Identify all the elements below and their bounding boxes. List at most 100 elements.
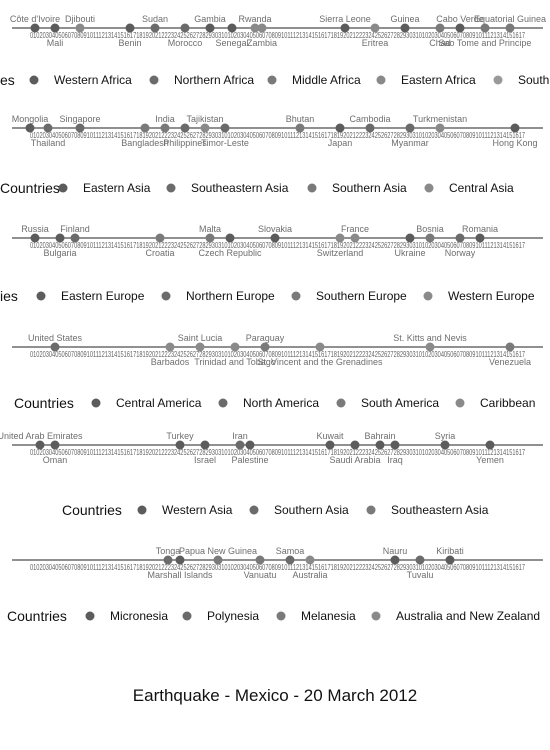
point-united-arab-emirates <box>35 440 45 450</box>
point-iraq <box>390 440 400 450</box>
point-sao-tome-and-principe <box>480 23 490 33</box>
point-label: Tajikistan <box>186 114 223 124</box>
point-label: Oman <box>43 455 68 465</box>
point-papua-new-guinea <box>213 555 223 565</box>
legend-key <box>493 75 503 85</box>
point-label: St. Vincent and the Grenadines <box>258 357 383 367</box>
point-palestine <box>245 440 255 450</box>
point-label: Switzerland <box>317 248 364 258</box>
legend-label: Micronesia <box>110 609 168 623</box>
point-label: Kuwait <box>316 431 344 441</box>
panel-asia-west-south-southeast-: 0102030405060708091011121314151617181920… <box>0 431 543 518</box>
legend-label: Polynesia <box>207 609 259 623</box>
point-label: Romania <box>462 224 498 234</box>
point-bhutan <box>295 123 305 133</box>
legend-label: Western Europe <box>448 289 535 303</box>
legend-label: Southern Asia <box>274 503 349 517</box>
point-paraguay <box>260 342 270 352</box>
legend-label: Caribbean <box>480 396 535 410</box>
legend-title: ies <box>0 288 18 304</box>
x-axis-tick-labels: 0102030405060708091011121314151617181920… <box>30 131 525 140</box>
legend-key <box>137 505 147 515</box>
point-zambia <box>257 23 267 33</box>
point-switzerland <box>335 233 345 243</box>
panel-asia: 0102030405060708091011121314151617181920… <box>0 114 543 196</box>
point-kiribati <box>445 555 455 565</box>
legend-title: Countries <box>14 395 74 411</box>
legend-key <box>307 183 317 193</box>
legend-key <box>267 75 277 85</box>
point-djibouti <box>75 23 85 33</box>
point-tonga <box>163 555 173 565</box>
legend-key <box>85 611 95 621</box>
point-label: Rwanda <box>238 14 271 24</box>
point-croatia <box>155 233 165 243</box>
point-label: Bulgaria <box>43 248 76 258</box>
point-label: St. Kitts and Nevis <box>393 333 467 343</box>
legend-label: Western Asia <box>162 503 233 517</box>
point-label: Japan <box>328 138 353 148</box>
legend-title: Countries <box>7 608 67 624</box>
point-label: Iraq <box>387 455 403 465</box>
point-finland <box>70 233 80 243</box>
legend-key <box>218 398 228 408</box>
point-ukraine <box>405 233 415 243</box>
point-timor-leste <box>220 123 230 133</box>
point-syria <box>440 440 450 450</box>
point-label: Chad <box>429 38 451 48</box>
point-label: Venezuela <box>489 357 531 367</box>
point-label: Marshall Islands <box>147 570 213 580</box>
legend-label: Central America <box>116 396 202 410</box>
point-saint-lucia <box>195 342 205 352</box>
legend-label: Northern Europe <box>186 289 275 303</box>
legend-label: Middle Africa <box>292 73 361 87</box>
point-bosnia <box>425 233 435 243</box>
legend-title: Countries <box>0 180 60 196</box>
point-sudan <box>150 23 160 33</box>
point-label: Guinea <box>390 14 419 24</box>
point-benin <box>125 23 135 33</box>
legend-key <box>91 398 101 408</box>
point-label: Tonga <box>156 546 181 556</box>
point-india <box>160 123 170 133</box>
panel-europe: 0102030405060708091011121314151617181920… <box>0 224 543 304</box>
point-label: Djibouti <box>65 14 95 24</box>
point-rwanda <box>250 23 260 33</box>
point-romania <box>475 233 485 243</box>
point-label: Vanuatu <box>244 570 277 580</box>
point-gambia <box>205 23 215 33</box>
point-barbados <box>165 342 175 352</box>
point-kuwait <box>325 440 335 450</box>
point-label: Samoa <box>276 546 305 556</box>
point-label: Senegal <box>215 38 248 48</box>
legend-key <box>366 505 376 515</box>
point-label: Benin <box>118 38 141 48</box>
point-label: Malta <box>199 224 221 234</box>
point-label: Thailand <box>31 138 66 148</box>
point-norway <box>455 233 465 243</box>
point-label: Equatorial Guinea <box>474 14 546 24</box>
point-label: Croatia <box>145 248 174 258</box>
point-label: Côte d'Ivoire <box>10 14 60 24</box>
point-label: Ukraine <box>394 248 425 258</box>
point-label: Norway <box>445 248 476 258</box>
legend-key <box>423 291 433 301</box>
point-myanmar <box>405 123 415 133</box>
point-label: India <box>155 114 175 124</box>
x-axis-tick-labels: 0102030405060708091011121314151617181920… <box>30 31 525 40</box>
legend-label: Southeastern Asia <box>391 503 489 517</box>
legend-label: Eastern Europe <box>61 289 145 303</box>
point-samoa <box>285 555 295 565</box>
point-tuvalu <box>415 555 425 565</box>
point-label: Tuvalu <box>407 570 434 580</box>
legend-key <box>166 183 176 193</box>
point-label: Kiribati <box>436 546 464 556</box>
legend-key <box>149 75 159 85</box>
legend-label: North America <box>243 396 319 410</box>
point-label: Singapore <box>59 114 100 124</box>
panel-oceania: 0102030405060708091011121314151617181920… <box>7 546 543 624</box>
point-label: Bangladesh <box>121 138 169 148</box>
point-label: United States <box>28 333 83 343</box>
point-yemen <box>485 440 495 450</box>
